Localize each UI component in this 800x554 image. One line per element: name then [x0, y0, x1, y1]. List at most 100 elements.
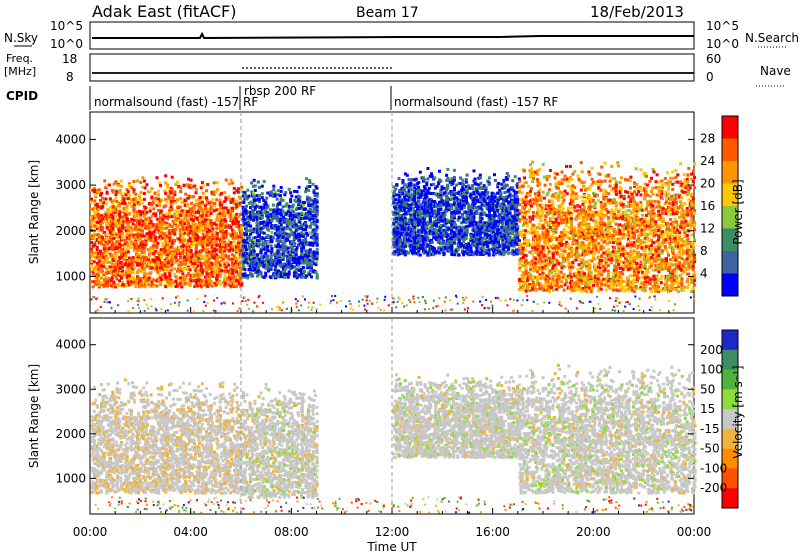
echo-cell — [164, 204, 167, 207]
echo-cell — [219, 283, 222, 286]
echo-cell — [292, 249, 295, 252]
echo-cell — [137, 269, 140, 272]
echo-cell — [143, 192, 146, 195]
echo-cell — [244, 245, 247, 248]
echo-cell — [189, 268, 192, 271]
echo-cell — [253, 196, 256, 199]
echo-cell — [316, 194, 319, 197]
echo-cell — [127, 281, 130, 284]
echo-cell — [158, 269, 161, 272]
echo-cell — [286, 238, 289, 241]
echo-cell — [222, 206, 225, 209]
echo-cell — [125, 193, 128, 196]
echo-cell — [316, 276, 319, 279]
echo-cell — [216, 181, 219, 184]
echo-cell — [225, 248, 228, 251]
echo-cell — [115, 240, 118, 243]
echo-cell — [265, 197, 268, 200]
echo-cell — [220, 269, 223, 272]
echo-cell — [101, 221, 104, 224]
echo-cell — [129, 271, 132, 274]
echo-cell — [111, 277, 114, 280]
echo-cell — [316, 248, 319, 251]
echo-cell — [133, 266, 136, 269]
echo-cell — [208, 236, 211, 239]
echo-cell — [160, 278, 163, 281]
echo-cell — [206, 183, 209, 186]
echo-cell — [394, 188, 397, 191]
echo-cell — [101, 236, 104, 239]
echo-cell — [210, 205, 213, 208]
echo-cell — [161, 218, 164, 221]
echo-cell — [132, 180, 135, 183]
nsky-label: N.Sky — [4, 31, 38, 45]
echo-cell — [150, 236, 153, 239]
echo-cell — [394, 207, 397, 210]
echo-cell — [156, 176, 159, 179]
echo-cell — [216, 274, 219, 277]
echo-cell — [115, 197, 118, 200]
echo-cell — [309, 270, 312, 273]
echo-cell — [242, 201, 245, 204]
echo-cell — [316, 244, 319, 247]
echo-cell — [174, 280, 177, 283]
echo-cell — [253, 228, 256, 231]
echo-cell — [181, 235, 184, 238]
echo-cell — [279, 194, 282, 197]
echo-cell — [145, 183, 148, 186]
echo-cell — [277, 189, 280, 192]
echo-cell — [220, 192, 223, 195]
echo-cell — [231, 207, 234, 210]
echo-cell — [293, 242, 296, 245]
echo-cell — [150, 220, 153, 223]
echo-cell — [307, 255, 310, 258]
echo-cell — [215, 240, 218, 243]
echo-cell — [215, 223, 218, 226]
echo-cell — [132, 271, 135, 274]
echo-cell — [141, 264, 144, 267]
echo-cell — [98, 188, 101, 191]
echo-cell — [213, 202, 216, 205]
echo-cell — [316, 251, 319, 254]
echo-cell — [139, 199, 142, 202]
echo-cell — [136, 179, 139, 182]
nsky-panel: N.Sky 10^5 10^0 10^5 10^0 N.Search — [4, 19, 799, 51]
echo-cell — [303, 270, 306, 273]
echo-cell — [206, 199, 209, 202]
echo-cell — [312, 217, 315, 220]
echo-cell — [156, 262, 159, 265]
echo-cell — [197, 211, 200, 214]
echo-cell — [105, 202, 108, 205]
echo-cell — [272, 204, 275, 207]
echo-cell — [181, 272, 184, 275]
nsky-trace — [92, 34, 694, 38]
echo-cell — [202, 184, 205, 187]
echo-cell — [250, 182, 253, 185]
nsearch-label: N.Search — [745, 31, 799, 45]
echo-cell — [230, 226, 233, 229]
echo-cell — [184, 238, 187, 241]
echo-cell — [106, 233, 109, 236]
echo-cell — [90, 241, 93, 244]
echo-cell — [132, 228, 135, 231]
echo-cell — [230, 179, 233, 182]
echo-cell — [298, 196, 301, 199]
echo-cell — [316, 201, 319, 204]
echo-cell — [156, 266, 159, 269]
echo-cell — [141, 176, 144, 179]
echo-cell — [233, 240, 236, 243]
echo-cell — [106, 252, 109, 255]
echo-cell — [166, 186, 169, 189]
echo-cell — [132, 241, 135, 244]
echo-cell — [219, 272, 222, 275]
echo-cell — [223, 274, 226, 277]
echo-cell — [210, 212, 213, 215]
echo-cell — [206, 203, 209, 206]
echo-cell — [227, 255, 230, 258]
echo-cell — [132, 188, 135, 191]
echo-cell — [293, 190, 296, 193]
echo-cell — [144, 241, 147, 244]
echo-cell — [115, 193, 118, 196]
echo-cell — [186, 242, 189, 245]
echo-cell — [112, 202, 115, 205]
